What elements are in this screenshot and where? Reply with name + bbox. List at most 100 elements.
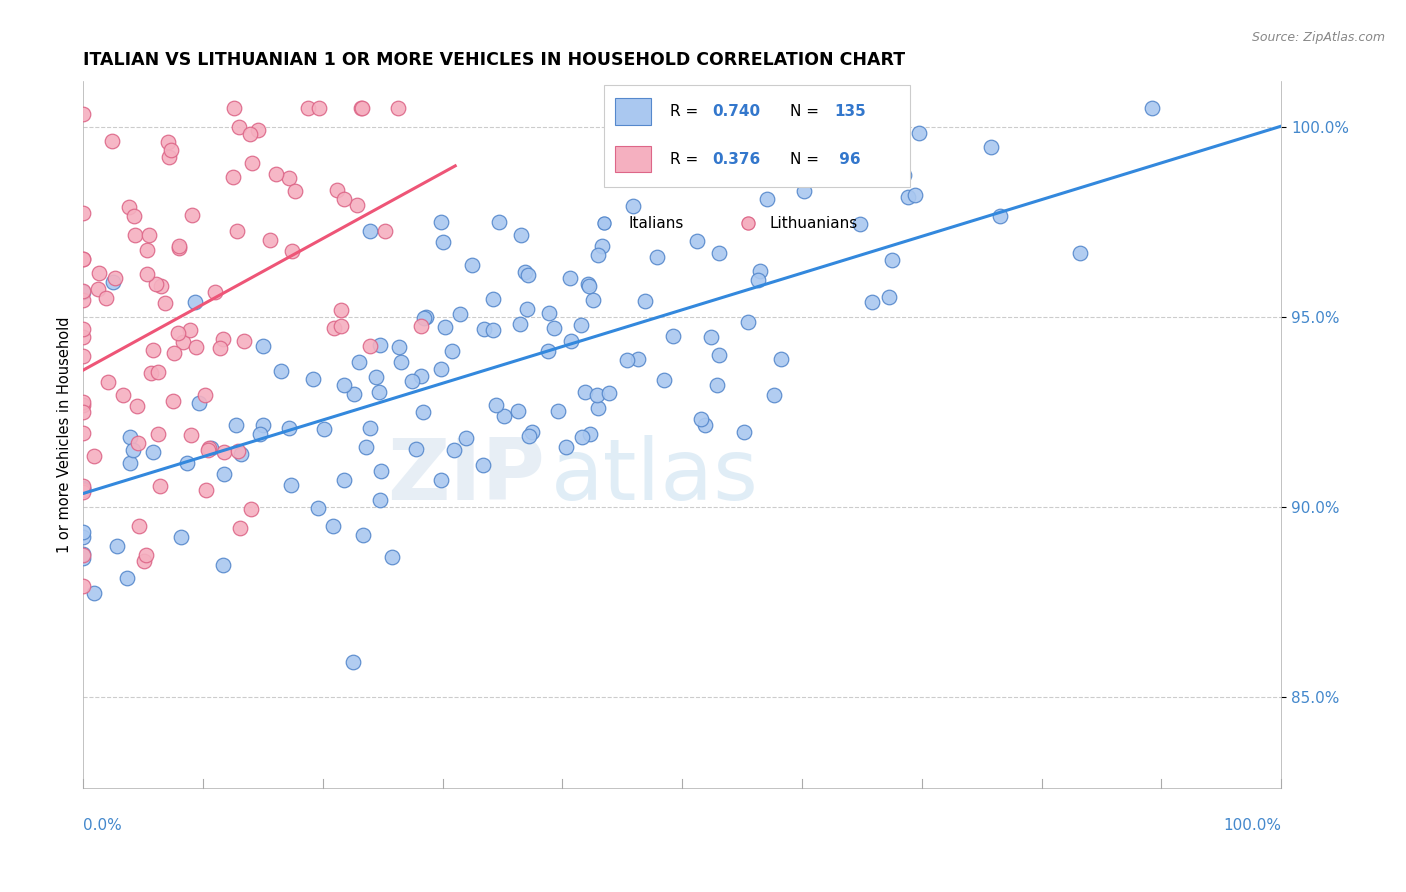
Point (747, 272, 769, 286)
Point (229, 521, 252, 535)
Point (135, 267, 157, 281)
Point (904, 187, 927, 202)
Point (72, 547, 94, 561)
Point (323, 321, 346, 335)
Text: R =: R = (671, 152, 703, 167)
Point (169, 241, 191, 255)
Point (204, 285, 226, 299)
Point (346, 198, 368, 212)
Point (180, 428, 202, 442)
Point (145, 277, 167, 291)
Point (146, 366, 169, 380)
Point (83, 585, 105, 599)
Point (308, 101, 330, 115)
Point (585, 388, 607, 402)
Point (72, 530, 94, 544)
Point (350, 101, 373, 115)
Point (492, 409, 515, 423)
Point (72, 394, 94, 409)
Point (135, 244, 157, 258)
Point (314, 422, 336, 436)
Point (195, 483, 218, 497)
Point (430, 361, 453, 376)
Point (197, 442, 219, 457)
Text: N =: N = (790, 152, 820, 167)
Point (574, 384, 596, 399)
Point (354, 440, 377, 454)
Point (370, 338, 392, 352)
Point (627, 352, 650, 367)
Text: 100.0%: 100.0% (1223, 818, 1281, 833)
Point (163, 345, 186, 359)
Point (239, 127, 262, 141)
Text: 135: 135 (834, 104, 866, 120)
Point (72, 524, 94, 539)
FancyBboxPatch shape (614, 98, 651, 125)
Point (432, 235, 454, 250)
Point (330, 318, 353, 333)
Point (409, 368, 432, 383)
Point (72, 349, 94, 363)
Point (412, 311, 434, 326)
Point (586, 401, 609, 415)
Point (281, 244, 304, 258)
Point (560, 334, 582, 348)
Point (748, 263, 770, 277)
Point (188, 396, 211, 410)
Point (231, 447, 253, 461)
Text: atlas: atlas (550, 435, 758, 518)
Point (72, 482, 94, 496)
Text: Italians: Italians (628, 216, 683, 231)
Point (537, 343, 560, 358)
Point (586, 248, 609, 262)
Point (160, 143, 183, 157)
Point (517, 429, 540, 443)
Point (118, 200, 141, 214)
Point (149, 479, 172, 493)
Point (537, 306, 560, 320)
Point (569, 318, 592, 332)
Point (508, 404, 530, 418)
Point (333, 378, 356, 392)
Point (877, 290, 900, 304)
Point (225, 418, 247, 433)
Point (100, 134, 122, 148)
Point (72, 252, 94, 266)
Text: 0.376: 0.376 (713, 152, 761, 167)
Point (645, 251, 668, 265)
Point (87, 282, 110, 296)
Text: 96: 96 (834, 152, 860, 167)
Point (368, 493, 391, 508)
Point (72, 293, 94, 307)
Point (333, 192, 356, 206)
Point (322, 519, 344, 533)
Point (543, 321, 565, 335)
Point (132, 554, 155, 568)
Point (280, 477, 302, 491)
Point (301, 372, 323, 386)
Point (662, 329, 685, 343)
Point (482, 292, 505, 306)
Point (284, 184, 307, 198)
Point (72, 579, 94, 593)
Point (264, 167, 287, 181)
Point (571, 430, 593, 444)
Point (516, 301, 538, 316)
Point (907, 126, 929, 140)
Point (247, 123, 270, 137)
Point (433, 319, 456, 334)
Point (359, 339, 381, 353)
Point (184, 340, 207, 354)
Point (387, 101, 409, 115)
Point (389, 355, 412, 369)
Point (388, 340, 411, 354)
Point (72, 284, 94, 298)
Point (212, 332, 235, 346)
Point (652, 373, 675, 387)
Point (461, 258, 484, 272)
Point (509, 317, 531, 331)
Point (472, 322, 495, 336)
Text: 0.740: 0.740 (713, 104, 761, 120)
Point (179, 323, 201, 337)
Point (880, 252, 903, 267)
